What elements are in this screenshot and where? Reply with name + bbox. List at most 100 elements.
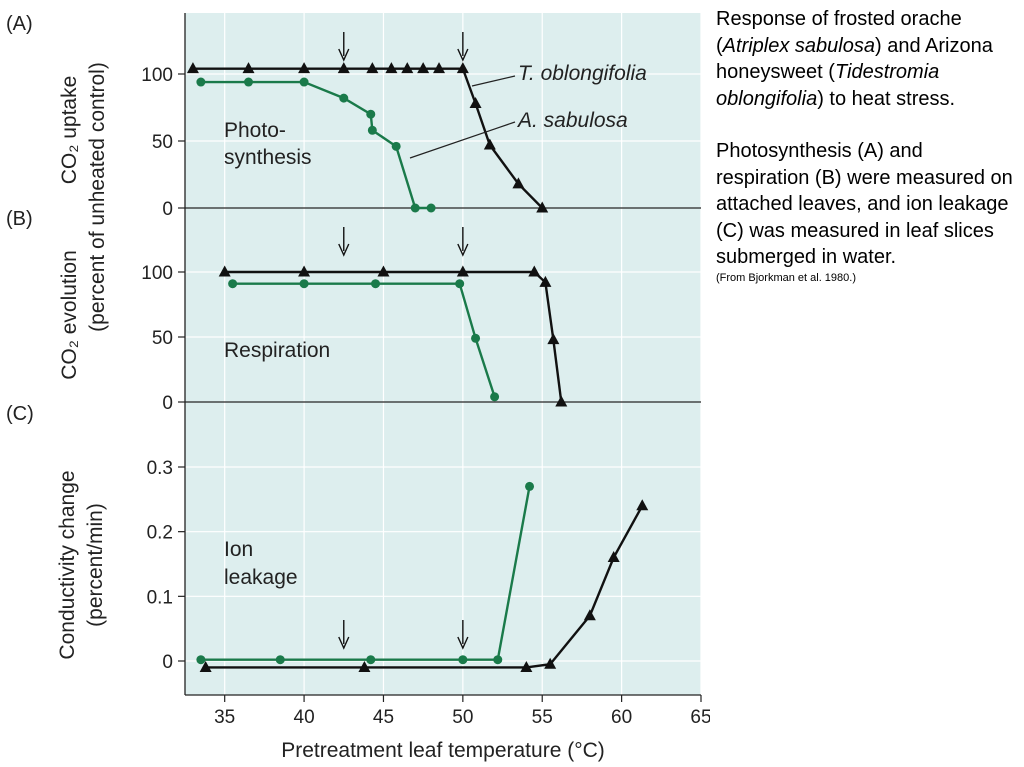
point-a-t-oblongifolia bbox=[337, 62, 350, 74]
arrow-c-1-head bbox=[457, 636, 469, 650]
x-tick-label: 65 bbox=[690, 707, 710, 728]
point-a-a-sabulosa bbox=[367, 125, 377, 135]
panel-dividers bbox=[185, 207, 701, 403]
point-b-t-oblongifolia bbox=[377, 265, 390, 277]
arrow-b-0-head bbox=[338, 243, 350, 257]
series-label-a-sabulosa: A. sabulosa bbox=[516, 109, 628, 132]
point-a-a-sabulosa bbox=[196, 77, 206, 87]
arrow-a-0-head bbox=[338, 48, 350, 62]
point-c-t-oblongifolia bbox=[544, 657, 557, 669]
point-c-t-oblongifolia bbox=[636, 499, 649, 511]
y-tick-label-b: 0 bbox=[162, 393, 173, 414]
point-a-t-oblongifolia bbox=[433, 62, 446, 74]
point-a-a-sabulosa bbox=[426, 203, 436, 213]
point-b-t-oblongifolia bbox=[528, 265, 541, 277]
caption-source: (From Bjorkman et al. 1980.) bbox=[716, 271, 856, 284]
caption-gap bbox=[716, 112, 1016, 138]
ylabel-a-line1: CO₂ uptake bbox=[58, 76, 81, 185]
point-b-a-sabulosa bbox=[228, 279, 238, 289]
point-a-t-oblongifolia bbox=[242, 62, 255, 74]
xlabel: Pretreatment leaf temperature (°C) bbox=[281, 739, 605, 762]
point-b-a-sabulosa bbox=[455, 279, 465, 289]
caption-text-4: Photosynthesis (A) and respiration (B) w… bbox=[716, 140, 1013, 268]
caption-paragraph-1: Response of frosted orache (Atriplex sab… bbox=[716, 6, 1016, 112]
point-c-t-oblongifolia bbox=[358, 660, 371, 672]
point-a-a-sabulosa bbox=[244, 77, 254, 87]
point-b-t-oblongifolia bbox=[547, 333, 560, 345]
x-tick-label: 45 bbox=[373, 707, 394, 728]
figure-svg: 35 40 45 50 55 60 65 0 50 100 0 50 100 0 0.1 0.2 0.3 (A)… bbox=[6, 13, 710, 762]
point-b-t-oblongifolia bbox=[218, 265, 231, 277]
point-c-a-sabulosa bbox=[275, 655, 285, 665]
x-tick-label: 40 bbox=[294, 707, 315, 728]
point-c-a-sabulosa bbox=[458, 655, 468, 665]
panel-label-c: (C) bbox=[6, 403, 34, 425]
point-a-t-oblongifolia bbox=[298, 62, 311, 74]
point-a-t-oblongifolia bbox=[512, 177, 525, 189]
point-b-t-oblongifolia bbox=[539, 275, 552, 287]
ylabel-c-line2: (percent/min) bbox=[84, 503, 107, 627]
y-tick-label-c: 0.1 bbox=[147, 587, 173, 608]
annotation-photosynthesis-1: Photo- bbox=[224, 119, 286, 142]
annotation-leakage: leakage bbox=[224, 566, 298, 589]
y-tick-label-b: 50 bbox=[152, 328, 173, 349]
point-a-t-oblongifolia bbox=[536, 201, 549, 213]
point-a-t-oblongifolia bbox=[366, 62, 379, 74]
plot-background bbox=[185, 13, 701, 695]
point-a-t-oblongifolia bbox=[456, 62, 469, 74]
y-tick-label-c: 0.2 bbox=[147, 523, 173, 544]
point-a-a-sabulosa bbox=[391, 141, 401, 151]
point-a-a-sabulosa bbox=[410, 203, 420, 213]
panel-label-a: (A) bbox=[6, 13, 33, 35]
caption-text-2: ) and Arizona honeysweet ( bbox=[716, 34, 993, 84]
y-tick-label-b: 100 bbox=[141, 263, 173, 284]
ylabel-ab-line2: (percent of unheated control) bbox=[86, 62, 109, 332]
point-a-t-oblongifolia bbox=[186, 62, 199, 74]
annotation-ion: Ion bbox=[224, 538, 253, 561]
arrow-c-0-head bbox=[338, 636, 350, 650]
panel-label-b: (B) bbox=[6, 208, 33, 230]
y-tick-label-a: 100 bbox=[141, 65, 173, 86]
point-b-t-oblongifolia bbox=[298, 265, 311, 277]
annotation-photosynthesis-2: synthesis bbox=[224, 146, 312, 169]
x-tick-label: 55 bbox=[532, 707, 553, 728]
x-tick-label: 60 bbox=[611, 707, 632, 728]
y-tick-label-c: 0.3 bbox=[147, 458, 173, 479]
point-c-a-sabulosa bbox=[493, 655, 503, 665]
point-a-t-oblongifolia bbox=[469, 96, 482, 108]
caption: Response of frosted orache (Atriplex sab… bbox=[716, 6, 1016, 285]
annotation-respiration: Respiration bbox=[224, 339, 330, 362]
point-c-t-oblongifolia bbox=[199, 660, 212, 672]
point-a-t-oblongifolia bbox=[401, 62, 414, 74]
caption-paragraph-2: Photosynthesis (A) and respiration (B) w… bbox=[716, 138, 1016, 285]
point-c-t-oblongifolia bbox=[520, 660, 533, 672]
ylabel-b-line1: CO₂ evolution bbox=[58, 250, 81, 380]
leader-line-t-oblongifolia bbox=[471, 75, 516, 87]
point-a-a-sabulosa bbox=[366, 109, 376, 119]
caption-text-1: Response of frosted orache ( bbox=[716, 8, 962, 57]
series-label-t-oblongifolia: T. oblongifolia bbox=[518, 62, 647, 85]
axes: 35 40 45 50 55 60 65 0 50 100 0 50 100 0 0.1 0.2 0.3 bbox=[141, 13, 710, 728]
point-c-t-oblongifolia bbox=[583, 609, 596, 621]
caption-species-2: Tidestromia oblongifolia bbox=[716, 61, 940, 110]
arrow-b-1-head bbox=[457, 243, 469, 257]
point-b-t-oblongifolia bbox=[456, 265, 469, 277]
point-b-a-sabulosa bbox=[371, 279, 381, 289]
point-b-a-sabulosa bbox=[471, 333, 481, 343]
series-line-b-t-oblongifolia bbox=[224, 270, 563, 403]
leader-line-a-sabulosa bbox=[409, 121, 516, 159]
point-c-a-sabulosa bbox=[525, 481, 535, 491]
point-a-a-sabulosa bbox=[339, 93, 349, 103]
point-b-a-sabulosa bbox=[299, 279, 309, 289]
point-a-t-oblongifolia bbox=[417, 62, 430, 74]
y-tick-label-a: 0 bbox=[162, 199, 173, 220]
point-c-a-sabulosa bbox=[366, 655, 376, 665]
y-tick-label-c: 0 bbox=[162, 652, 173, 673]
point-c-a-sabulosa bbox=[196, 655, 206, 665]
point-c-t-oblongifolia bbox=[607, 551, 620, 563]
point-a-t-oblongifolia bbox=[483, 138, 496, 150]
series-layer bbox=[186, 32, 649, 672]
point-b-a-sabulosa bbox=[490, 392, 500, 402]
ylabel-c-line1: Conductivity change bbox=[56, 470, 79, 659]
caption-species-1: Atriplex sabulosa bbox=[722, 34, 875, 57]
